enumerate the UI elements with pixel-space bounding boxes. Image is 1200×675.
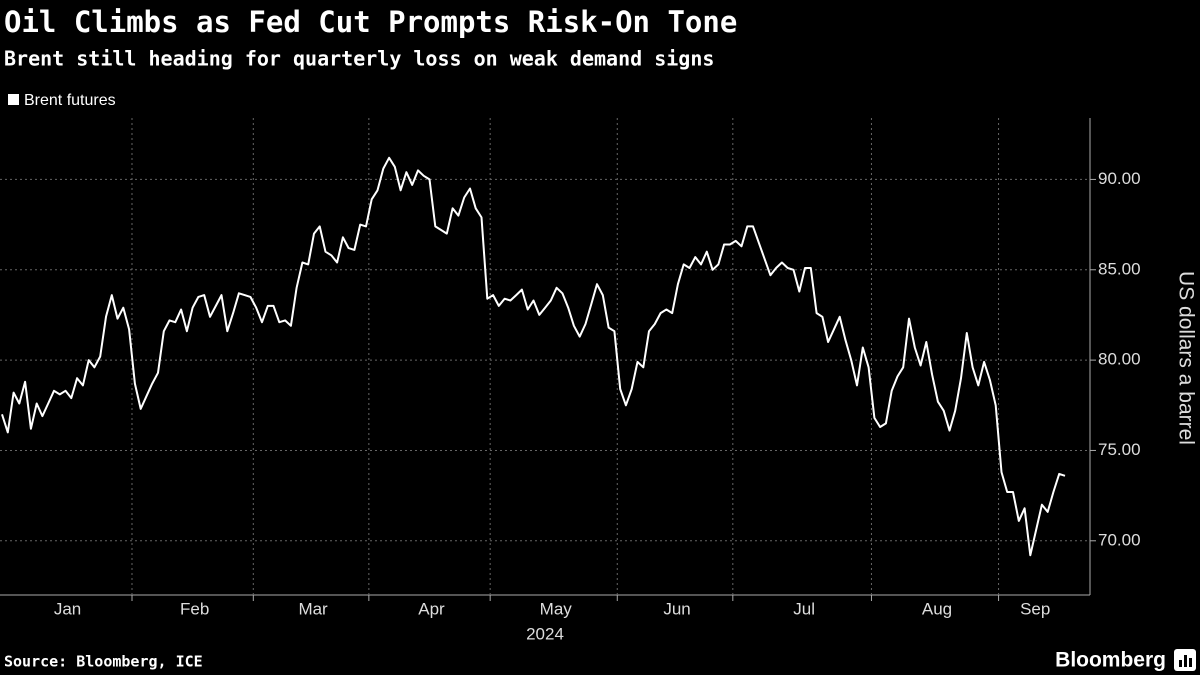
x-tick-label: Feb bbox=[180, 599, 209, 618]
y-tick-label: 90.00 bbox=[1098, 169, 1141, 188]
x-tick-label: Jan bbox=[54, 599, 81, 618]
x-tick-label: May bbox=[540, 599, 573, 618]
y-tick-label: 85.00 bbox=[1098, 259, 1141, 278]
y-tick-label: 75.00 bbox=[1098, 440, 1141, 459]
brand: Bloomberg bbox=[1055, 649, 1166, 672]
y-axis-title: US dollars a barrel bbox=[1174, 271, 1197, 445]
x-tick-label: Jun bbox=[663, 599, 690, 618]
x-tick-label: Sep bbox=[1020, 599, 1050, 618]
x-tick-label: Aug bbox=[922, 599, 952, 618]
x-tick-label: Apr bbox=[418, 599, 445, 618]
legend-swatch bbox=[8, 94, 19, 105]
chart-subtitle: Brent still heading for quarterly loss o… bbox=[4, 47, 714, 71]
icon-bar bbox=[1184, 655, 1187, 667]
chart-title: Oil Climbs as Fed Cut Prompts Risk-On To… bbox=[4, 5, 737, 39]
legend-label: Brent futures bbox=[24, 92, 116, 109]
source: Source: Bloomberg, ICE bbox=[4, 653, 203, 671]
icon-bar bbox=[1189, 658, 1192, 667]
icon-bar bbox=[1179, 660, 1182, 667]
x-tick-label: Mar bbox=[298, 599, 328, 618]
price-line bbox=[1, 156, 1066, 557]
x-axis-title: 2024 bbox=[526, 624, 564, 643]
y-tick-label: 80.00 bbox=[1098, 350, 1141, 369]
y-tick-label: 70.00 bbox=[1098, 530, 1141, 549]
x-tick-label: Jul bbox=[793, 599, 815, 618]
brand-icon bbox=[1174, 649, 1196, 671]
